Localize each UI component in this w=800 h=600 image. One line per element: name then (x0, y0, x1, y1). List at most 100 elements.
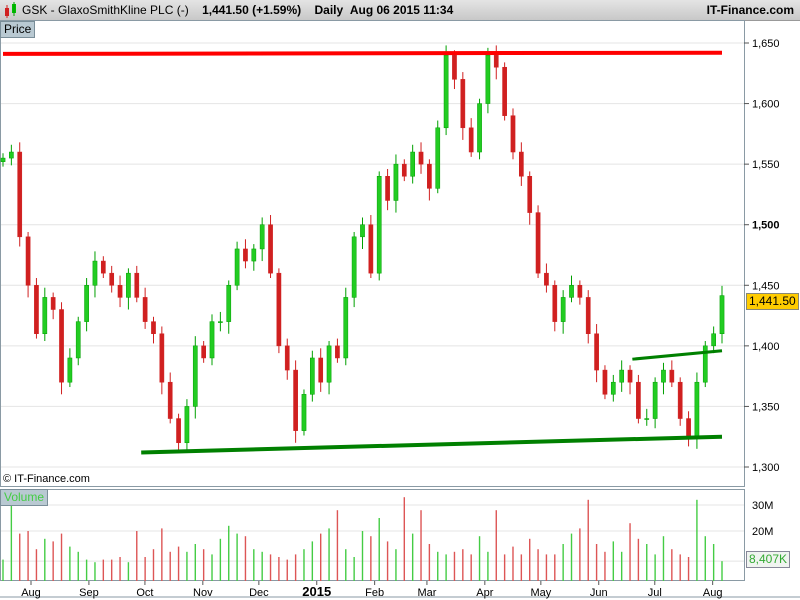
volume-bar (286, 559, 288, 581)
volume-bar (102, 559, 105, 581)
volume-bar (77, 551, 79, 581)
candle-body (644, 418, 650, 420)
candle-body (427, 163, 432, 189)
candle (360, 217, 365, 249)
volume-panel-frame (0, 489, 745, 581)
volume-bar (10, 502, 13, 581)
candle (452, 50, 457, 90)
volume-bar (604, 551, 606, 581)
volume-bar (19, 533, 21, 581)
volume-bar (345, 549, 347, 581)
volume-bar (303, 549, 305, 581)
candle-body (569, 285, 574, 298)
candle (251, 244, 257, 271)
candle (184, 399, 190, 453)
candle-body (368, 224, 374, 274)
candle-body (75, 321, 81, 359)
price-tick-label: 1,650 (752, 38, 780, 50)
candle-body (385, 176, 390, 201)
candle (418, 142, 424, 174)
candle-body (42, 297, 48, 334)
volume-bar (169, 551, 171, 581)
volume-bar (94, 562, 96, 581)
volume-bar (194, 544, 196, 581)
candle-body (201, 345, 206, 359)
candle (510, 108, 516, 160)
volume-bar (336, 510, 339, 581)
date-tick-label: Feb (365, 587, 384, 599)
candle-body (25, 236, 31, 286)
volume-bar (537, 549, 539, 581)
chart-title: GSK - GlaxoSmithKline PLC (-) 1,441.50 (… (22, 0, 453, 20)
volume-bar (27, 531, 29, 581)
timestamp: Aug 06 2015 11:34 (349, 3, 454, 17)
candle-body (610, 381, 616, 395)
volume-bar (69, 546, 71, 581)
candle-body (602, 369, 608, 395)
candle (126, 268, 131, 310)
volume-bar (671, 549, 673, 581)
date-tick-label: Dec (249, 587, 269, 599)
candle (401, 159, 407, 182)
candle (368, 215, 374, 279)
trendline-support (141, 434, 723, 455)
candle (385, 168, 390, 211)
candle-body (468, 127, 474, 153)
candle (719, 285, 725, 344)
candle (276, 268, 282, 354)
volume-bar (361, 531, 364, 581)
volume-bar (311, 541, 314, 581)
volume-tick-label: 20M (752, 526, 773, 538)
candle (585, 290, 591, 344)
candle-body (84, 285, 89, 322)
candle (192, 336, 198, 419)
candle (460, 72, 466, 140)
candle (318, 348, 324, 392)
date-tick-label: Aug (21, 587, 41, 599)
candle-body (243, 248, 248, 262)
candle (176, 413, 181, 451)
candle (544, 263, 549, 293)
volume-tick-label: 30M (752, 500, 773, 512)
candle-body (694, 381, 700, 437)
volume-bar (721, 561, 723, 581)
candle (443, 45, 449, 136)
volume-bar (554, 554, 556, 581)
date-tick-label: Mar (417, 587, 436, 599)
candle-body (502, 66, 507, 116)
candle (167, 372, 173, 424)
candle-body (636, 381, 641, 419)
candle (50, 292, 56, 320)
candle (527, 171, 533, 225)
candle-body (686, 418, 691, 437)
candle-body (452, 54, 457, 80)
volume-bar (587, 499, 589, 581)
volume-bar (269, 554, 272, 581)
price-tick-label: 1,450 (752, 280, 780, 292)
volume-bar (612, 541, 615, 581)
candle-body (251, 248, 257, 262)
candle-body (9, 151, 14, 159)
candle-body (552, 285, 558, 322)
volume-bar (495, 510, 497, 581)
volume-bar (44, 538, 46, 581)
candle (84, 278, 89, 332)
candle (376, 171, 382, 281)
candle-body (677, 381, 683, 419)
volume-bar (579, 528, 581, 581)
interval: Daily (314, 3, 344, 17)
title-bar: GSK - GlaxoSmithKline PLC (-) 1,441.50 (… (0, 0, 800, 21)
candle (59, 302, 64, 395)
date-tick-label: May (530, 587, 551, 599)
candle (309, 350, 315, 402)
candle (301, 389, 307, 436)
candle (0, 153, 6, 167)
candle (218, 311, 223, 332)
price-panel-frame (0, 20, 745, 487)
candle-body (159, 333, 165, 383)
candle-body (218, 321, 223, 323)
candle (535, 205, 541, 279)
date-tick-label: Jun (590, 587, 608, 599)
candle-body (17, 151, 23, 238)
